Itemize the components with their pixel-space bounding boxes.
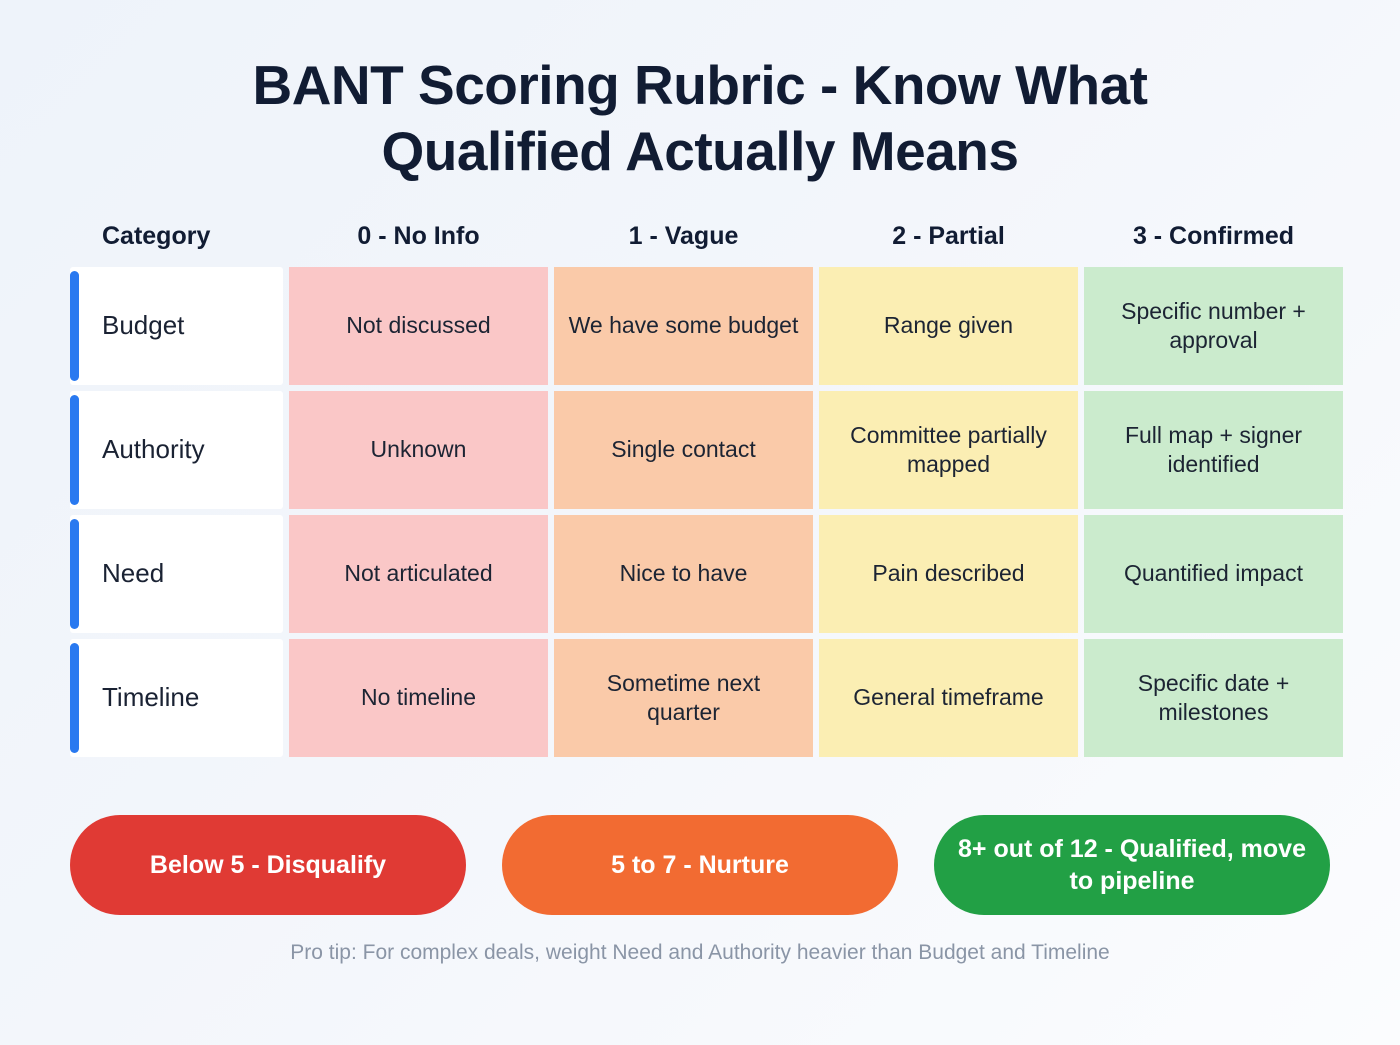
- cell-timeline-score-0: No timeline: [289, 639, 548, 757]
- cell-timeline-score-3: Specific date + milestones: [1084, 639, 1343, 757]
- table-row: Authority Unknown Single contact Committ…: [70, 391, 1343, 509]
- table-row: Need Not articulated Nice to have Pain d…: [70, 515, 1343, 633]
- cell-timeline-score-2: General timeframe: [819, 639, 1078, 757]
- table-row: Budget Not discussed We have some budget…: [70, 267, 1343, 385]
- cell-budget-score-1: We have some budget: [554, 267, 813, 385]
- column-header-score-0: 0 - No Info: [357, 222, 480, 250]
- title-section: BANT Scoring Rubric - Know What Qualifie…: [0, 0, 1400, 184]
- row-category-label: Timeline: [102, 682, 200, 713]
- legend-pill-nurture: 5 to 7 - Nurture: [502, 815, 898, 915]
- legend-pill-disqualify: Below 5 - Disqualify: [70, 815, 466, 915]
- row-category-label: Need: [102, 558, 165, 589]
- cell-authority-score-3: Full map + signer identified: [1084, 391, 1343, 509]
- table-row: Timeline No timeline Sometime next quart…: [70, 639, 1343, 757]
- cell-need-score-1: Nice to have: [554, 515, 813, 633]
- page-title: BANT Scoring Rubric - Know What Qualifie…: [252, 54, 1148, 182]
- cell-budget-score-3: Specific number + approval: [1084, 267, 1343, 385]
- row-category-budget: Budget: [70, 267, 283, 385]
- cell-timeline-score-1: Sometime next quarter: [554, 639, 813, 757]
- cell-need-score-3: Quantified impact: [1084, 515, 1343, 633]
- cell-need-score-0: Not articulated: [289, 515, 548, 633]
- column-header-category: Category: [102, 222, 211, 250]
- legend-pill-qualified: 8+ out of 12 - Qualified, move to pipeli…: [934, 815, 1330, 915]
- row-category-label: Authority: [102, 434, 205, 465]
- row-category-timeline: Timeline: [70, 639, 283, 757]
- cell-authority-score-0: Unknown: [289, 391, 548, 509]
- row-accent-bar: [70, 643, 79, 753]
- cell-authority-score-1: Single contact: [554, 391, 813, 509]
- cell-budget-score-0: Not discussed: [289, 267, 548, 385]
- scoring-rubric-table: Category 0 - No Info 1 - Vague 2 - Parti…: [0, 216, 1400, 763]
- cell-authority-score-2: Committee partially mapped: [819, 391, 1078, 509]
- row-accent-bar: [70, 395, 79, 505]
- row-category-authority: Authority: [70, 391, 283, 509]
- cell-budget-score-2: Range given: [819, 267, 1078, 385]
- row-category-label: Budget: [102, 310, 185, 341]
- row-accent-bar: [70, 519, 79, 629]
- column-header-score-2: 2 - Partial: [892, 222, 1005, 250]
- row-accent-bar: [70, 271, 79, 381]
- cell-need-score-2: Pain described: [819, 515, 1078, 633]
- column-header-score-1: 1 - Vague: [628, 222, 739, 250]
- score-legend: Below 5 - Disqualify 5 to 7 - Nurture 8+…: [0, 815, 1400, 915]
- table-header-row: Category 0 - No Info 1 - Vague 2 - Parti…: [70, 216, 1330, 261]
- row-category-need: Need: [70, 515, 283, 633]
- footer-pro-tip: Pro tip: For complex deals, weight Need …: [290, 941, 1110, 964]
- column-header-score-3: 3 - Confirmed: [1132, 222, 1295, 250]
